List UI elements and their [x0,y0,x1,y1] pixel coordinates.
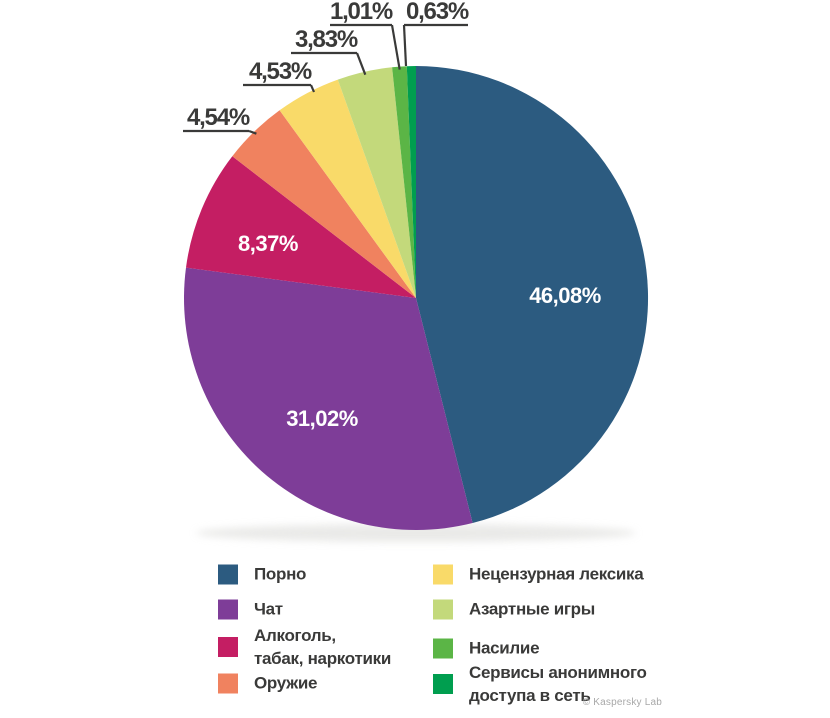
pie-slice-chat [183,267,473,531]
pie-slice-profanity [279,79,416,298]
label-leader-line-gambling [355,52,367,76]
legend-swatch-weapons [218,673,238,693]
pie-slice-porno [416,66,649,523]
slice-value-label-weapons: 4,54% [187,104,250,131]
pie-chart: 46,08% 31,02% 8,37% 4,54% 4,53% 3,83%1,01% 0,6… [183,0,649,542]
slice-value-label-alcohol-tobacco-drugs: 8,37% [238,231,298,256]
pie-labels: 46,08% 31,02% 8,37% 4,54% 4,53% 3,83%1,01% 0,6… [183,0,601,431]
pie-shadow [196,524,636,542]
legend-swatch-gambling [433,599,453,619]
legend-swatch-alcohol-tobacco-drugs [218,637,238,657]
legend-item-alcohol-tobacco-drugs: Алкоголь, табак, наркотики [218,624,391,670]
label-leader-line-anonymous-access [402,24,408,67]
legend-item-weapons: Оружие [218,672,318,695]
slice-value-label-chat: 31,02% [286,406,358,431]
slice-value-label-porno: 46,08% [529,283,601,308]
slice-value-label-violence: 1,01% [330,0,393,25]
legend-swatch-porno [218,564,238,584]
legend-swatch-chat [218,599,238,619]
legend-item-label: Алкоголь, табак, наркотики [254,626,391,668]
pie-slice-violence [392,66,416,298]
pie-slice-weapons [232,110,416,298]
slice-value-label-anonymous-access: 0,63% [406,0,469,25]
slice-value-label-profanity: 4,53% [249,58,312,85]
legend-swatch-anonymous-access [433,674,453,694]
label-leader-line-profanity [309,84,316,93]
legend-item-label: Оружие [254,673,318,693]
legend-item-label: Чат [254,599,283,619]
copyright-text: © Kaspersky Lab [582,697,662,708]
legend-swatch-violence [433,638,453,658]
legend-item-violence: Насилие [433,637,540,660]
legend-item-label: Азартные игры [469,599,595,619]
legend-swatch-profanity [433,564,453,584]
legend-item-chat: Чат [218,598,283,621]
label-leader-line-violence [390,24,401,70]
legend-item-label: Сервисы анонимного доступа в сеть [469,663,647,705]
pie-slice-anonymous-access [406,66,416,298]
slice-value-label-gambling: 3,83% [295,26,358,53]
legend-item-porno: Порно [218,563,306,586]
legend-item-label: Насилие [469,638,540,658]
pie-slice-alcohol-tobacco-drugs [186,156,416,298]
legend-item-gambling: Азартные игры [433,598,595,621]
pie-slice-gambling [337,67,416,298]
legend-item-label: Нецензурная лексика [469,564,644,584]
label-leader-line-weapons [248,129,257,135]
legend-item-label: Порно [254,564,307,584]
legend-item-profanity: Нецензурная лексика [433,563,644,586]
pie-slices [183,66,649,531]
legend-item-anonymous-access: Сервисы анонимного доступа в сеть [433,661,647,707]
